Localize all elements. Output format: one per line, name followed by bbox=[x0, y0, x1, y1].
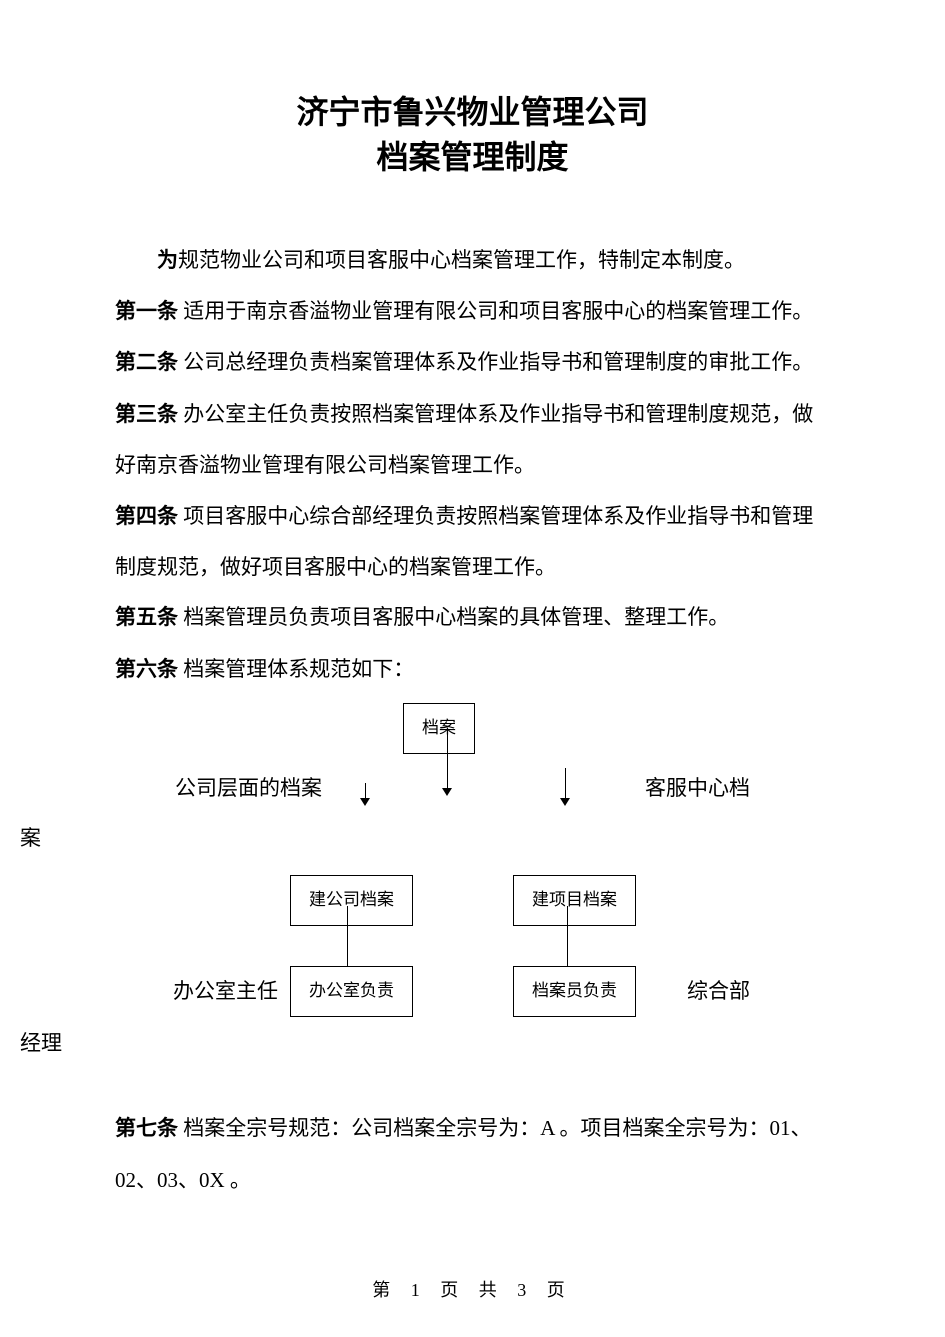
flowchart: 档案 公司层面的档案 客服中心档 案 建公司档案 建项目档案 办公室负责 档案员… bbox=[115, 703, 830, 1083]
flow-label-synth-dept-b: 经理 bbox=[20, 1018, 62, 1068]
article-1: 第一条 适用于南京香溢物业管理有限公司和项目客服中心的档案管理工作。 bbox=[115, 286, 830, 337]
flow-edge-right-down bbox=[565, 768, 566, 798]
article-5-label: 第五条 bbox=[115, 606, 178, 629]
flow-arrow-right bbox=[560, 798, 570, 806]
article-2: 第二条 公司总经理负责档案管理体系及作业指导书和管理制度的审批工作。 bbox=[115, 337, 830, 388]
article-3-label: 第三条 bbox=[115, 403, 178, 426]
article-4: 第四条 项目客服中心综合部经理负责按照档案管理体系及作业指导书和管理制度规范，做… bbox=[115, 491, 830, 593]
flow-node-root: 档案 bbox=[403, 703, 475, 754]
article-3: 第三条 办公室主任负责按照档案管理体系及作业指导书和管理制度规范，做好南京香溢物… bbox=[115, 389, 830, 491]
article-6: 第六条 档案管理体系规范如下： bbox=[115, 644, 830, 695]
article-1-text: 适用于南京香溢物业管理有限公司和项目客服中心的档案管理工作。 bbox=[178, 299, 813, 323]
article-5: 第五条 档案管理员负责项目客服中心档案的具体管理、整理工作。 bbox=[115, 592, 830, 643]
article-5-text: 档案管理员负责项目客服中心档案的具体管理、整理工作。 bbox=[178, 605, 729, 629]
flow-edge-left2 bbox=[347, 906, 348, 966]
flow-label-company-level: 公司层面的档案 bbox=[175, 763, 322, 813]
flow-node-build-company: 建公司档案 bbox=[290, 875, 413, 926]
page-footer: 第 1 页 共 3 页 bbox=[0, 1276, 945, 1302]
flow-node-build-project: 建项目档案 bbox=[513, 875, 636, 926]
flow-arrow-left bbox=[360, 798, 370, 806]
article-7: 第七条 档案全宗号规范：公司档案全宗号为：A 。项目档案全宗号为：01、02、0… bbox=[115, 1103, 830, 1205]
article-3-text: 办公室主任负责按照档案管理体系及作业指导书和管理制度规范，做好南京香溢物业管理有… bbox=[115, 402, 813, 477]
flow-label-office-director: 办公室主任 bbox=[173, 966, 278, 1016]
flow-node-office-charge: 办公室负责 bbox=[290, 966, 413, 1017]
flow-node-archivist-charge: 档案员负责 bbox=[513, 966, 636, 1017]
flow-label-service-center-a: 客服中心档 bbox=[645, 763, 750, 813]
flow-arrow-root bbox=[442, 788, 452, 796]
title-line-1: 济宁市鲁兴物业管理公司 bbox=[115, 90, 830, 135]
intro-text: 规范物业公司和项目客服中心档案管理工作，特制定本制度。 bbox=[178, 248, 745, 272]
article-6-label: 第六条 bbox=[115, 658, 178, 681]
article-2-text: 公司总经理负责档案管理体系及作业指导书和管理制度的审批工作。 bbox=[178, 350, 813, 374]
flow-edge-right2 bbox=[567, 906, 568, 966]
article-4-text: 项目客服中心综合部经理负责按照档案管理体系及作业指导书和管理制度规范，做好项目客… bbox=[115, 504, 813, 579]
title-block: 济宁市鲁兴物业管理公司 档案管理制度 bbox=[115, 90, 830, 180]
article-2-label: 第二条 bbox=[115, 351, 178, 374]
flow-edge-root-down bbox=[447, 733, 448, 788]
article-6-text: 档案管理体系规范如下： bbox=[178, 657, 414, 681]
article-7-label: 第七条 bbox=[115, 1117, 178, 1140]
flow-label-synth-dept-a: 综合部 bbox=[687, 966, 750, 1016]
document-body: 为规范物业公司和项目客服中心档案管理工作，特制定本制度。 第一条 适用于南京香溢… bbox=[115, 235, 830, 1205]
flow-label-service-center-b: 案 bbox=[20, 813, 41, 863]
article-7-text: 档案全宗号规范：公司档案全宗号为：A 。项目档案全宗号为：01、02、03、0X… bbox=[115, 1116, 812, 1191]
intro-lead-bold: 为 bbox=[157, 249, 178, 272]
intro-paragraph: 为规范物业公司和项目客服中心档案管理工作，特制定本制度。 bbox=[115, 235, 830, 286]
flow-edge-left-down bbox=[365, 783, 366, 798]
article-4-label: 第四条 bbox=[115, 505, 178, 528]
article-1-label: 第一条 bbox=[115, 300, 178, 323]
title-line-2: 档案管理制度 bbox=[115, 135, 830, 180]
